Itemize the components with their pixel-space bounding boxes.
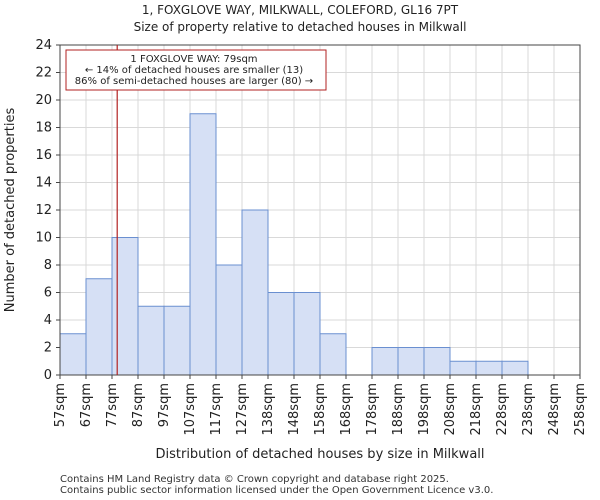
bar bbox=[449, 360, 477, 376]
y-axis-label: Number of detached properties bbox=[3, 108, 18, 313]
x-tick-label: 107sqm bbox=[183, 383, 198, 436]
x-tick-label: 77sqm bbox=[105, 383, 120, 427]
x-tick-label: 238sqm bbox=[521, 383, 536, 436]
bar bbox=[59, 333, 87, 376]
x-tick-label: 178sqm bbox=[365, 383, 380, 436]
x-axis-label: Distribution of detached houses by size … bbox=[155, 447, 484, 462]
bar bbox=[371, 347, 399, 376]
x-tick-label: 208sqm bbox=[443, 383, 458, 436]
y-tick-label: 20 bbox=[35, 93, 52, 108]
y-tick-label: 16 bbox=[35, 148, 52, 163]
footer-line-2: Contains public sector information licen… bbox=[60, 485, 494, 496]
annotation-box bbox=[65, 49, 327, 91]
x-tick-label: 158sqm bbox=[313, 383, 328, 436]
y-tick-label: 10 bbox=[35, 231, 52, 246]
x-tick-label: 87sqm bbox=[131, 383, 146, 427]
bar bbox=[215, 264, 243, 376]
bar bbox=[267, 292, 295, 376]
x-tick-label: 117sqm bbox=[209, 383, 224, 436]
bar bbox=[293, 292, 321, 376]
x-tick-label: 138sqm bbox=[261, 383, 276, 436]
x-tick-label: 168sqm bbox=[339, 383, 354, 436]
bar bbox=[189, 113, 217, 376]
y-tick-label: 22 bbox=[35, 66, 52, 81]
x-tick-label: 258sqm bbox=[573, 383, 588, 436]
x-tick-label: 218sqm bbox=[469, 383, 484, 436]
x-tick-label: 67sqm bbox=[79, 383, 94, 427]
chart-subtitle: Size of property relative to detached ho… bbox=[133, 20, 467, 34]
bar bbox=[85, 278, 113, 376]
y-tick-label: 14 bbox=[35, 176, 52, 191]
bar bbox=[423, 347, 451, 376]
annotation-line: ← 14% of detached houses are smaller (13… bbox=[85, 65, 303, 76]
y-tick-label: 0 bbox=[44, 368, 52, 383]
x-tick-label: 188sqm bbox=[391, 383, 406, 436]
bar bbox=[501, 360, 529, 376]
y-tick-label: 2 bbox=[44, 341, 52, 356]
y-tick-label: 24 bbox=[35, 38, 52, 53]
y-tick-label: 4 bbox=[44, 313, 52, 328]
x-tick-label: 198sqm bbox=[417, 383, 432, 436]
y-tick-label: 8 bbox=[44, 258, 52, 273]
bar bbox=[137, 305, 165, 376]
x-tick-label: 57sqm bbox=[53, 383, 68, 427]
x-tick-label: 248sqm bbox=[547, 383, 562, 436]
annotation-line: 1 FOXGLOVE WAY: 79sqm bbox=[130, 54, 257, 65]
bar bbox=[163, 305, 191, 376]
x-tick-label: 228sqm bbox=[495, 383, 510, 436]
y-tick-label: 6 bbox=[44, 286, 52, 301]
x-tick-label: 97sqm bbox=[157, 383, 172, 427]
x-tick-label: 148sqm bbox=[287, 383, 302, 436]
annotation-line: 86% of semi-detached houses are larger (… bbox=[75, 76, 313, 87]
bar bbox=[475, 360, 503, 376]
x-tick-label: 127sqm bbox=[235, 383, 250, 436]
bar bbox=[319, 333, 347, 376]
bar bbox=[397, 347, 425, 376]
y-tick-label: 12 bbox=[35, 203, 52, 218]
chart-title: 1, FOXGLOVE WAY, MILKWALL, COLEFORD, GL1… bbox=[141, 3, 459, 17]
bar bbox=[241, 209, 269, 376]
footer-line-1: Contains HM Land Registry data © Crown c… bbox=[60, 474, 449, 485]
bar bbox=[111, 237, 139, 376]
y-tick-label: 18 bbox=[35, 121, 52, 136]
